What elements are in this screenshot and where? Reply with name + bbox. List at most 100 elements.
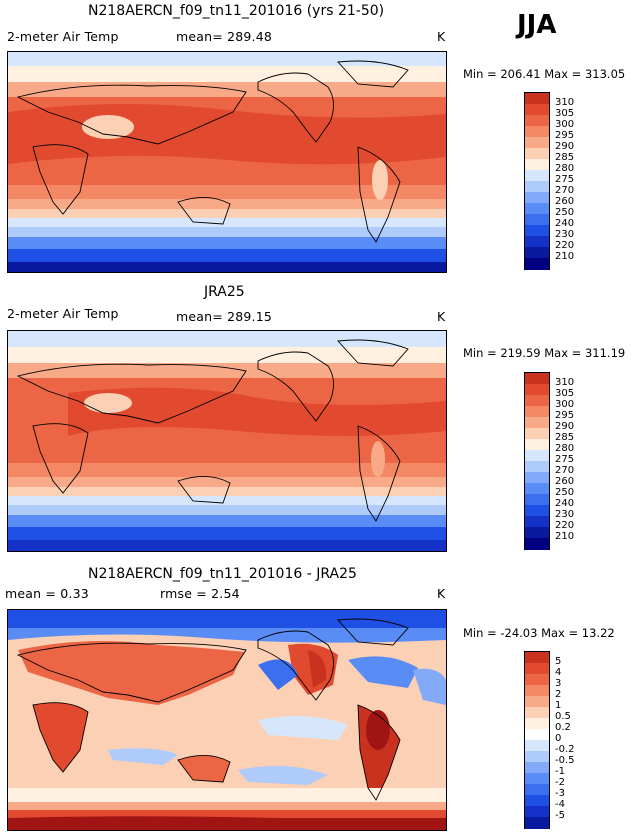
- colorbar-tick-label: -0.5: [555, 755, 575, 766]
- panel3-units: K: [437, 586, 446, 601]
- colorbar-tick-label: 260: [555, 476, 575, 487]
- colorbar-tick-label: 0: [555, 733, 562, 744]
- panel2-map: [7, 330, 447, 552]
- colorbar-swatch: [525, 115, 549, 127]
- colorbar-tick-label: 260: [555, 196, 575, 207]
- panel1-map: [7, 51, 447, 273]
- colorbar-swatch: [525, 417, 549, 429]
- colorbar-tick-label: 0.2: [555, 722, 571, 733]
- panel3-minmax: Min = -24.03 Max = 13.22: [463, 626, 615, 640]
- colorbar-swatch: [525, 527, 549, 539]
- colorbar-swatch: [525, 740, 549, 752]
- colorbar-swatch: [525, 762, 549, 774]
- panel2-units: K: [437, 309, 446, 324]
- colorbar-tick-label: 250: [555, 207, 575, 218]
- colorbar-tick-label: 5: [555, 656, 562, 667]
- panel1-variable-label: 2-meter Air Temp: [7, 29, 119, 44]
- panel1-units: K: [437, 29, 446, 44]
- colorbar-swatch: [525, 516, 549, 528]
- colorbar-tick-label: 220: [555, 240, 575, 251]
- colorbar-swatch: [525, 674, 549, 686]
- colorbar-swatch: [525, 247, 549, 259]
- colorbar-swatch: [525, 784, 549, 796]
- colorbar-swatch: [525, 663, 549, 675]
- season-label: JJA: [517, 10, 557, 40]
- colorbar-swatch: [525, 696, 549, 708]
- colorbar-swatch: [525, 652, 549, 664]
- colorbar-swatch: [525, 707, 549, 719]
- panel3-mean-label: mean = 0.33: [5, 586, 89, 601]
- colorbar-tick-label: 310: [555, 377, 575, 388]
- panel1-colorbar: [524, 92, 550, 270]
- colorbar-tick-label: 275: [555, 454, 575, 465]
- colorbar-swatch: [525, 159, 549, 171]
- colorbar-swatch: [525, 170, 549, 182]
- colorbar-tick-label: 0.5: [555, 711, 571, 722]
- colorbar-swatch: [525, 729, 549, 741]
- colorbar-swatch: [525, 395, 549, 407]
- colorbar-swatch: [525, 406, 549, 418]
- colorbar-swatch: [525, 450, 549, 462]
- colorbar-tick-label: 1: [555, 700, 562, 711]
- colorbar-tick-label: 305: [555, 108, 575, 119]
- colorbar-tick-label: 2: [555, 689, 562, 700]
- colorbar-tick-label: 220: [555, 520, 575, 531]
- panel3-colorbar: [524, 651, 550, 829]
- colorbar-swatch: [525, 214, 549, 226]
- colorbar-swatch: [525, 225, 549, 237]
- colorbar-swatch: [525, 181, 549, 193]
- colorbar-tick-label: 310: [555, 97, 575, 108]
- colorbar-swatch: [525, 203, 549, 215]
- colorbar-swatch: [525, 236, 549, 248]
- panel1-minmax: Min = 206.41 Max = 313.05: [463, 67, 626, 81]
- colorbar-swatch: [525, 428, 549, 440]
- colorbar-tick-label: 295: [555, 130, 575, 141]
- colorbar-tick-label: -3: [555, 788, 565, 799]
- colorbar-tick-label: 240: [555, 498, 575, 509]
- colorbar-tick-label: 285: [555, 432, 575, 443]
- colorbar-swatch: [525, 148, 549, 160]
- colorbar-tick-label: 300: [555, 119, 575, 130]
- colorbar-swatch: [525, 137, 549, 149]
- colorbar-swatch: [525, 192, 549, 204]
- colorbar-swatch: [525, 718, 549, 730]
- colorbar-swatch: [525, 483, 549, 495]
- colorbar-tick-label: 4: [555, 667, 562, 678]
- colorbar-tick-label: 280: [555, 443, 575, 454]
- colorbar-tick-label: 300: [555, 399, 575, 410]
- colorbar-tick-label: 285: [555, 152, 575, 163]
- panel1-mean-label: mean= 289.48: [176, 29, 273, 44]
- panel2-title: JRA25: [204, 284, 245, 300]
- colorbar-swatch: [525, 472, 549, 484]
- colorbar-swatch: [525, 494, 549, 506]
- colorbar-tick-label: -0.2: [555, 744, 575, 755]
- colorbar-tick-label: 290: [555, 421, 575, 432]
- colorbar-swatch: [525, 461, 549, 473]
- colorbar-swatch: [525, 126, 549, 138]
- panel3-map: [7, 609, 447, 831]
- colorbar-tick-label: 305: [555, 388, 575, 399]
- colorbar-tick-label: 295: [555, 410, 575, 421]
- colorbar-tick-label: 210: [555, 531, 575, 542]
- colorbar-swatch: [525, 258, 549, 270]
- colorbar-swatch: [525, 505, 549, 517]
- colorbar-swatch: [525, 773, 549, 785]
- colorbar-tick-label: 230: [555, 509, 575, 520]
- colorbar-swatch: [525, 817, 549, 829]
- colorbar-swatch: [525, 384, 549, 396]
- colorbar-tick-label: 210: [555, 251, 575, 262]
- panel3-title: N218AERCN_f09_tn11_201016 - JRA25: [88, 566, 357, 582]
- colorbar-tick-label: 270: [555, 185, 575, 196]
- colorbar-swatch: [525, 538, 549, 550]
- panel2-variable-label: 2-meter Air Temp: [7, 306, 119, 321]
- colorbar-tick-label: 270: [555, 465, 575, 476]
- colorbar-tick-label: 290: [555, 141, 575, 152]
- colorbar-tick-label: 280: [555, 163, 575, 174]
- colorbar-tick-label: -2: [555, 777, 565, 788]
- colorbar-swatch: [525, 685, 549, 697]
- colorbar-swatch: [525, 373, 549, 385]
- panel2-mean-label: mean= 289.15: [176, 309, 273, 324]
- colorbar-swatch: [525, 795, 549, 807]
- colorbar-swatch: [525, 806, 549, 818]
- panel3-rmse-label: rmse = 2.54: [160, 586, 240, 601]
